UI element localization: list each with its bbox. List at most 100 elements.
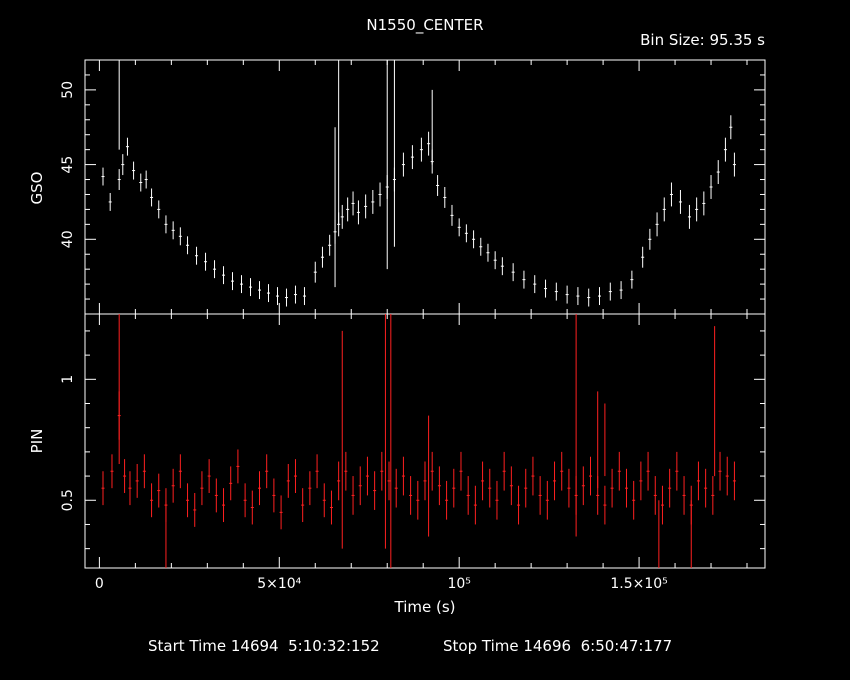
data-point [340,204,344,229]
data-point [308,471,312,506]
data-point [279,495,283,530]
data-point [419,137,423,162]
data-point [479,237,483,256]
data-point [135,463,139,498]
data-point [371,189,375,214]
data-point [110,454,114,489]
data-point [509,466,513,506]
data-point [502,451,506,491]
data-point [150,483,154,518]
data-point [125,137,129,156]
data-point [660,485,664,525]
data-point [443,187,447,208]
data-point [493,251,497,270]
data-point [675,451,679,491]
data-point [436,175,440,196]
data-point [139,173,143,192]
pin-panel: 0.5 1 0 5×10⁴ 10⁵ 1.5×10⁵ [60,313,766,592]
x-axis-label: Time (s) [394,598,456,616]
data-point [195,246,199,265]
data-point [481,461,485,501]
data-point [356,200,360,225]
data-point [222,266,226,285]
data-point [655,212,659,237]
data-point [619,281,623,300]
data-point [709,175,713,199]
data-point [410,145,414,170]
data-point [716,160,720,185]
data-point [266,284,270,303]
data-point [639,461,643,501]
data-point [207,459,211,494]
data-point [200,471,204,506]
data-point [409,476,413,515]
data-point [178,454,182,489]
data-point [257,471,261,506]
data-point [517,485,521,525]
start-time-label: Start Time 14694 5:10:32:152 [148,637,380,655]
data-point [286,463,290,498]
data-point [725,456,729,496]
data-point [229,466,233,501]
data-point [378,182,382,207]
data-point [732,152,736,177]
plot-frame [84,313,766,569]
data-point [142,454,146,489]
data-point [272,478,276,513]
data-point [329,490,333,525]
gso-panel: 40 45 50 [60,59,766,315]
data-point [430,451,434,491]
data-point [128,471,132,506]
data-point [265,454,269,489]
data-point [538,476,542,515]
data-point [732,461,736,501]
data-point [387,461,391,501]
data-point [164,215,168,234]
data-point [488,468,492,508]
data-point [186,236,190,255]
data-point [531,456,535,496]
data-point [500,257,504,276]
data-point [524,468,528,508]
data-point [597,287,601,306]
data-point [123,459,127,494]
data-point [121,154,125,176]
data-point [358,466,362,506]
data-point [452,468,456,508]
data-point [723,137,727,162]
data-point [511,263,515,282]
pin-axis-label: PIN [28,429,46,454]
data-point [132,161,136,180]
data-point [641,246,645,268]
data-point [240,275,244,294]
data-point [567,468,571,508]
bin-size-label: Bin Size: 95.35 s [640,31,765,49]
data-point [293,285,297,304]
y-tick-label: 50 [60,81,76,99]
stop-time-label: Stop Time 14696 6:50:47:177 [443,637,672,655]
data-point [157,473,161,508]
data-point [204,252,208,271]
data-point [193,493,197,527]
data-point [576,287,580,306]
data-point [522,270,526,289]
data-point [150,188,154,207]
data-point [249,278,253,297]
data-point [416,480,420,520]
gso-axis-label: GSO [28,172,46,205]
data-point [344,451,348,491]
data-point [587,288,591,307]
data-point [427,131,431,156]
data-point [617,451,621,491]
data-point [346,197,350,222]
data-point [545,480,549,520]
data-point [459,451,463,491]
data-point [243,483,247,518]
data-point [315,454,319,489]
data-point [337,461,341,501]
data-point [250,490,254,525]
y-tick-label: 40 [60,230,76,248]
data-point [423,461,427,501]
data-point [466,476,470,515]
data-point [702,191,706,216]
